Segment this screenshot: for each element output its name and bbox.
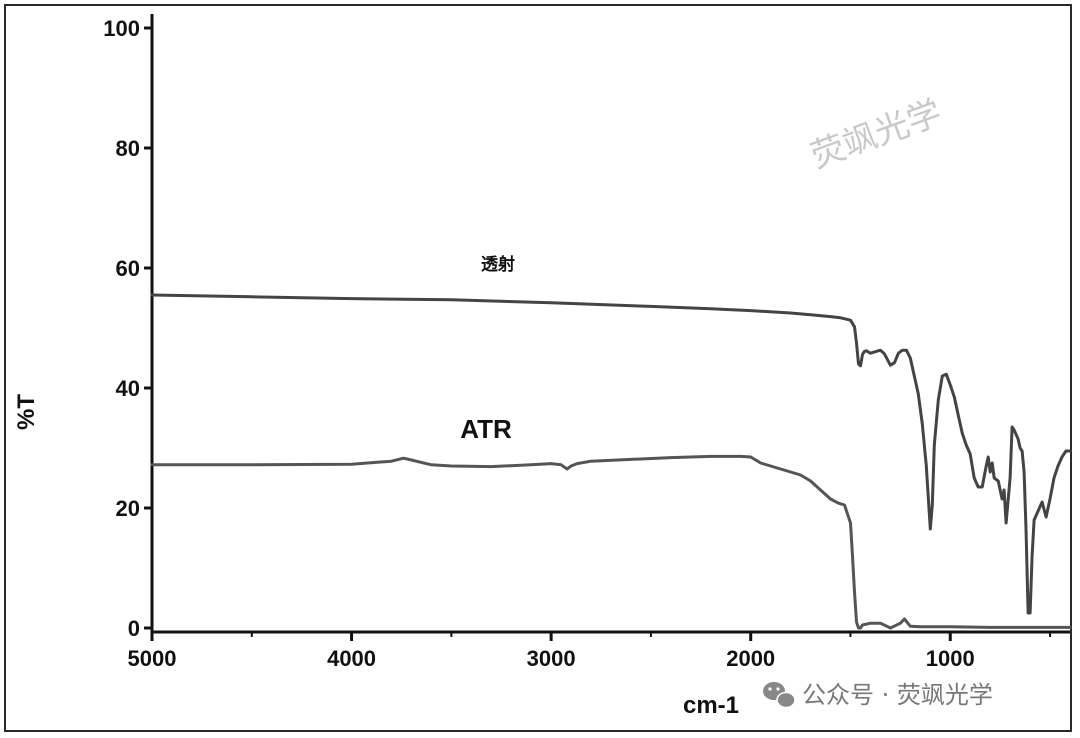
axes xyxy=(150,14,1070,634)
y-tick-label: 20 xyxy=(116,496,140,521)
series-line-atr xyxy=(150,454,1072,630)
footer-watermark-text: 公众号 · 荧飒光学 xyxy=(802,681,993,709)
series-line-transmission xyxy=(150,293,1072,615)
x-tick-label: 5000 xyxy=(128,646,177,671)
series-label-atr: ATR xyxy=(460,414,512,444)
tick-marks: 0 20 40 60 80 100 5000 4000 3000 2000 1000 xyxy=(103,16,1052,671)
y-tick-label: 60 xyxy=(116,256,140,281)
x-tick-label: 4000 xyxy=(327,646,376,671)
y-tick-label: 100 xyxy=(103,16,140,41)
x-axis-title: cm-1 xyxy=(683,692,739,719)
y-tick-label: 40 xyxy=(116,376,140,401)
x-tick-label: 3000 xyxy=(527,646,576,671)
chart-frame xyxy=(4,4,1072,732)
watermark-text: 荧飒光学 xyxy=(805,93,946,177)
series-layer xyxy=(150,293,1072,630)
footer-watermark: 公众号 · 荧飒光学 xyxy=(763,681,993,709)
wechat-icon xyxy=(763,682,796,709)
x-tick-label: 2000 xyxy=(726,646,775,671)
x-tick-label: 1000 xyxy=(926,646,975,671)
y-tick-label: 0 xyxy=(128,616,140,641)
y-tick-label: 80 xyxy=(116,136,140,161)
series-label-transmission: 透射 xyxy=(481,254,515,274)
y-axis-title: %T xyxy=(13,394,40,430)
